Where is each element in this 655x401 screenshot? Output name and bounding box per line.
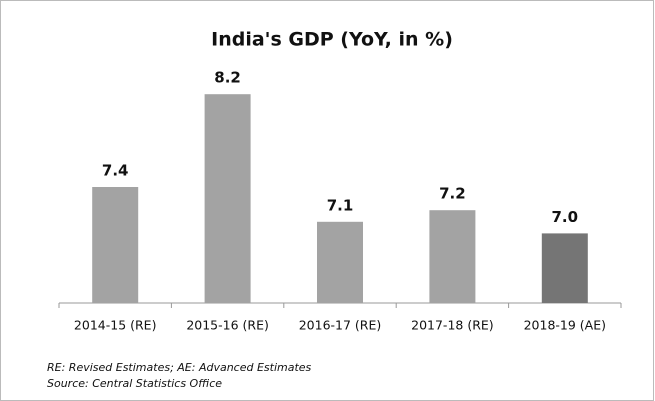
data-label: 8.2 [214, 69, 241, 87]
data-label: 7.4 [102, 162, 129, 180]
footnote: Source: Central Statistics Office [47, 377, 222, 390]
x-tick-label: 2015-16 (RE) [186, 318, 269, 333]
x-tick-label: 2016-17 (RE) [299, 318, 382, 333]
x-tick-label: 2018-19 (AE) [524, 318, 606, 333]
bar [429, 210, 476, 303]
chart-title: India's GDP (YoY, in %) [211, 29, 453, 51]
data-label: 7.2 [439, 185, 466, 203]
footnote: RE: Revised Estimates; AE: Advanced Esti… [47, 361, 312, 374]
bar [317, 221, 363, 303]
data-label: 7.0 [552, 208, 579, 226]
x-tick-label: 2017-18 (RE) [411, 318, 494, 333]
bar [541, 233, 588, 303]
data-label: 7.1 [327, 196, 354, 214]
bar [204, 94, 251, 303]
x-tick-label: 2014-15 (RE) [74, 318, 157, 333]
bar [92, 187, 139, 303]
